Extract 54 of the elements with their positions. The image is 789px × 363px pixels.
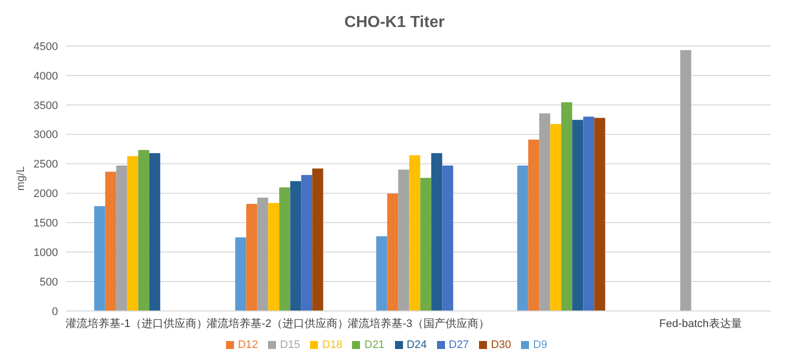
y-tick-label: 3500 (34, 100, 58, 112)
y-tick-label: 2500 (34, 158, 58, 171)
bar (105, 172, 116, 311)
chart-title: CHO-K1 Titer (343, 14, 446, 32)
bar (301, 174, 312, 311)
bar (246, 204, 258, 311)
bar (116, 166, 128, 311)
bar (680, 50, 692, 311)
y-tick-label: 1000 (34, 247, 58, 260)
y-tick-label: 4000 (34, 70, 58, 82)
bar (539, 113, 550, 311)
bar (550, 124, 562, 311)
bar (138, 150, 150, 311)
x-tick-label: 灌流培养基-3（国产供应商） (348, 316, 490, 330)
bar (235, 237, 246, 311)
legend-label: D24 (406, 339, 427, 351)
bar (561, 102, 572, 311)
y-axis-title: mg/L (14, 166, 27, 191)
x-tick-label: 灌流培养基-1（进口供应商） (66, 316, 208, 330)
bar (268, 202, 280, 311)
y-tick-label: 3000 (34, 129, 58, 142)
legend-label: D27 (448, 339, 469, 351)
bar (528, 140, 540, 311)
bar (127, 156, 138, 311)
legend-label: D12 (238, 339, 258, 351)
y-tick-label: 2000 (34, 188, 58, 200)
bar (517, 166, 528, 311)
bar (376, 236, 388, 311)
bar (583, 116, 594, 311)
bar (312, 168, 324, 311)
bar (279, 187, 290, 311)
bar (431, 153, 442, 311)
bar (149, 153, 160, 311)
bar (420, 178, 432, 311)
bar (572, 120, 584, 311)
y-tick-label: 500 (40, 276, 58, 288)
y-tick-label: 1500 (34, 218, 58, 230)
legend-label: D15 (280, 339, 300, 351)
legend-label: D21 (364, 339, 385, 351)
legend-label: D9 (533, 339, 548, 351)
bar (290, 181, 302, 311)
x-tick-label: 灌流培养基-2（进口供应商） (206, 316, 348, 330)
x-tick-label: Fed-batch表达量 (659, 316, 742, 330)
bar (257, 198, 268, 311)
bar (398, 170, 410, 311)
legend-label: D18 (322, 339, 342, 351)
y-tick-label: 0 (52, 306, 58, 318)
bar (594, 118, 606, 311)
y-tick-label: 4500 (34, 40, 58, 53)
bar (409, 155, 420, 311)
bar (387, 194, 398, 311)
bar (94, 206, 106, 311)
bar (442, 166, 454, 311)
legend-label: D30 (490, 339, 512, 351)
